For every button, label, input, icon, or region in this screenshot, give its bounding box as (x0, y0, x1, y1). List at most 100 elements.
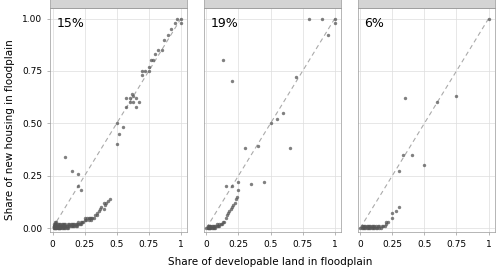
Point (58, 222, 66, 226)
Point (260, 180, 268, 184)
Point (56, 226, 64, 230)
Point (64, 224, 72, 228)
Point (360, 226, 368, 230)
Point (73, 224, 81, 228)
Point (128, 92, 136, 96)
Point (62, 226, 70, 230)
Point (55, 226, 63, 230)
Point (94, 213, 102, 218)
Point (280, 111, 287, 115)
Point (212, 224, 220, 228)
Text: Share of developable land in floodplain: Share of developable land in floodplain (168, 257, 372, 267)
Point (104, 199, 112, 203)
Point (134, 100, 142, 104)
Point (100, 207, 108, 211)
Point (394, 205, 402, 209)
Point (90, 215, 98, 220)
Point (206, 224, 214, 228)
Point (74, 222, 82, 226)
Point (55, 224, 63, 228)
Point (210, 224, 218, 228)
Point (160, 37, 168, 42)
Point (362, 226, 370, 230)
Point (216, 222, 224, 226)
Point (119, 125, 127, 130)
FancyBboxPatch shape (204, 0, 341, 8)
Point (145, 65, 153, 69)
Point (106, 197, 114, 201)
Point (232, 197, 240, 201)
Point (377, 226, 385, 230)
Point (228, 205, 236, 209)
Point (433, 100, 441, 104)
Point (223, 213, 231, 218)
Point (80, 217, 88, 222)
Point (230, 201, 238, 205)
Point (77, 220, 85, 224)
Point (152, 52, 160, 56)
Point (388, 211, 396, 215)
Point (77, 188, 85, 193)
Point (208, 226, 216, 230)
Point (392, 209, 400, 213)
Point (52, 226, 60, 230)
Point (401, 96, 409, 100)
Point (369, 224, 377, 228)
Point (66, 224, 74, 228)
Point (359, 224, 367, 228)
Point (382, 222, 390, 226)
Point (202, 226, 210, 230)
Point (138, 69, 146, 73)
Point (50, 226, 58, 230)
Point (166, 27, 174, 31)
Point (51, 224, 59, 228)
Point (52, 220, 60, 224)
Point (370, 226, 378, 230)
Point (50, 226, 58, 230)
Point (130, 94, 138, 98)
Point (68, 222, 76, 226)
Point (66, 224, 74, 228)
Point (420, 163, 428, 167)
Point (50, 222, 58, 226)
Point (318, 16, 326, 21)
Point (220, 220, 228, 224)
Point (209, 226, 217, 230)
Point (60, 224, 68, 228)
Point (224, 211, 232, 215)
Point (62, 222, 70, 226)
Point (154, 48, 162, 52)
Point (266, 121, 274, 126)
Point (64, 226, 72, 230)
Point (51, 222, 59, 226)
Point (56, 222, 64, 226)
Point (54, 224, 62, 228)
Point (112, 142, 120, 146)
Point (86, 215, 94, 220)
Point (219, 220, 227, 224)
Point (380, 224, 388, 228)
Point (366, 224, 374, 228)
Point (88, 215, 96, 220)
Point (206, 226, 214, 230)
Point (204, 224, 212, 228)
FancyBboxPatch shape (50, 0, 188, 8)
Point (62, 224, 70, 228)
Point (122, 96, 130, 100)
Point (102, 201, 110, 205)
Point (376, 226, 384, 230)
Point (52, 222, 60, 226)
Point (205, 224, 213, 228)
Point (69, 224, 77, 228)
Point (204, 226, 212, 230)
Point (100, 201, 108, 205)
Point (378, 224, 386, 228)
Point (50, 224, 58, 228)
Point (360, 224, 368, 228)
Point (358, 224, 366, 228)
Point (62, 224, 70, 228)
Point (54, 222, 62, 226)
Point (210, 226, 218, 230)
Point (364, 226, 372, 230)
Point (408, 153, 416, 157)
